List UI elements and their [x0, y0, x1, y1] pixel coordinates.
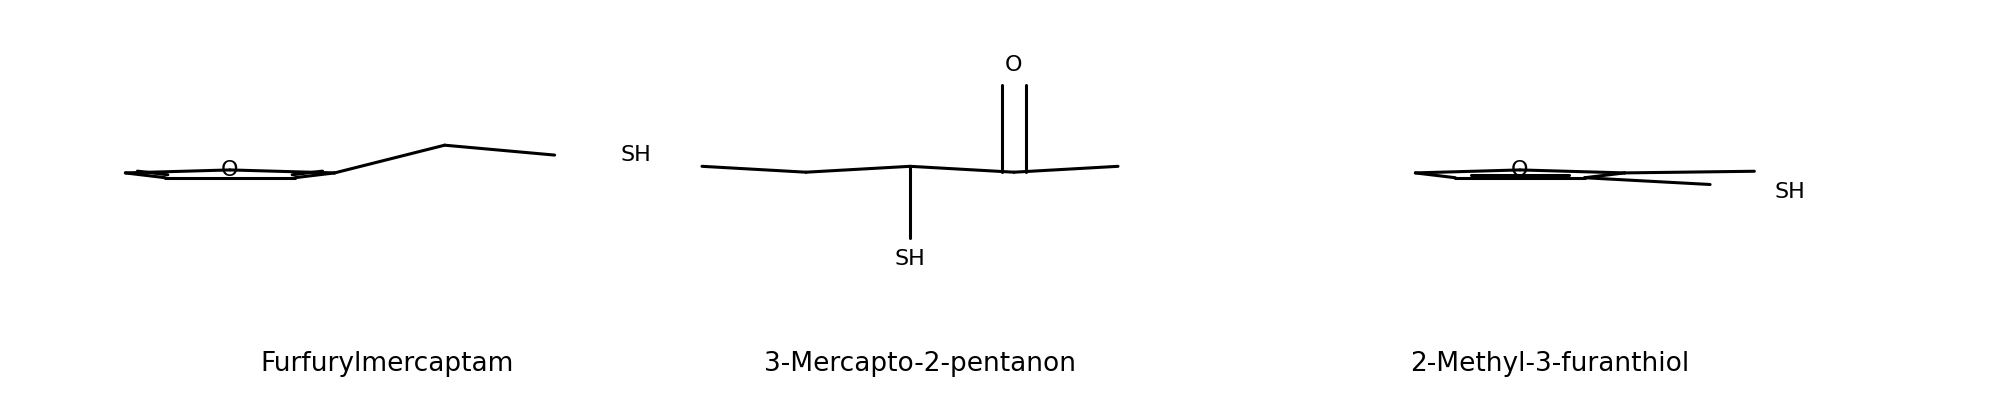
- Text: Furfurylmercaptam: Furfurylmercaptam: [260, 351, 514, 377]
- Text: O: O: [1006, 55, 1022, 75]
- Text: SH: SH: [894, 249, 926, 269]
- Text: 2-Methyl-3-furanthiol: 2-Methyl-3-furanthiol: [1410, 351, 1690, 377]
- Text: O: O: [222, 160, 238, 180]
- Text: O: O: [1512, 160, 1528, 180]
- Text: SH: SH: [620, 145, 652, 165]
- Text: 3-Mercapto-2-pentanon: 3-Mercapto-2-pentanon: [764, 351, 1076, 377]
- Text: SH: SH: [1774, 183, 1804, 202]
